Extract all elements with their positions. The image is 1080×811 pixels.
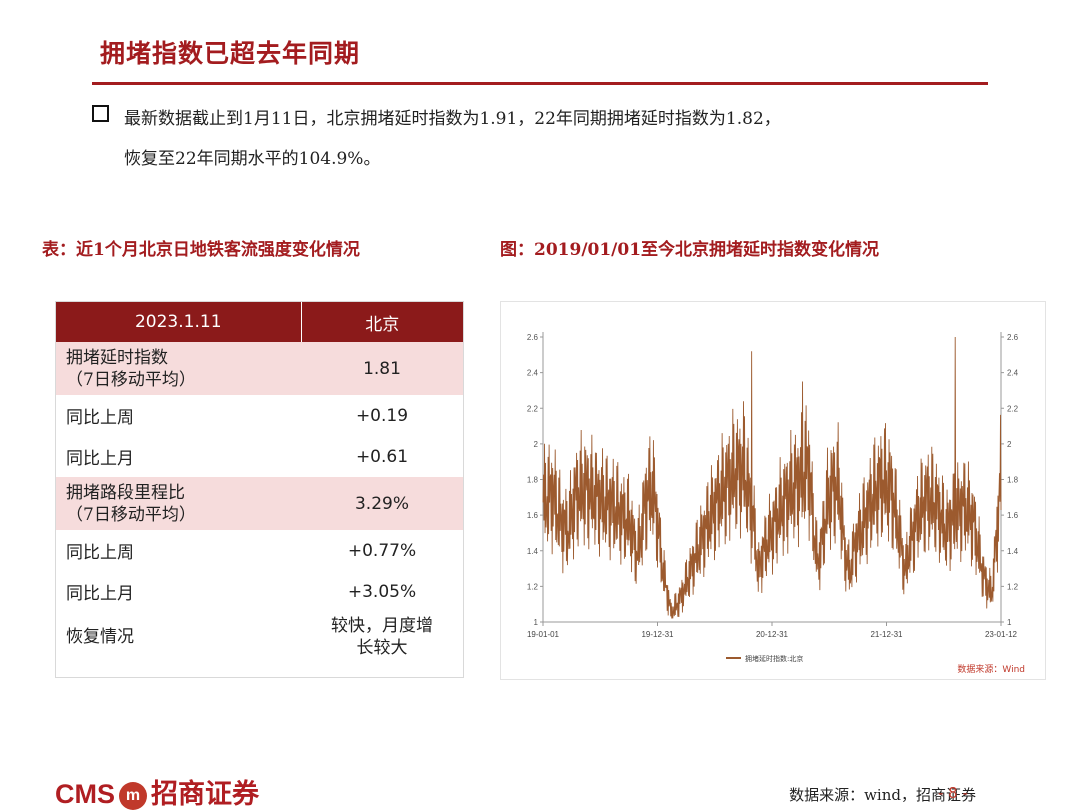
y-tick-label-right: 2 <box>1007 440 1012 449</box>
row-label: 同比上月 <box>66 584 134 604</box>
y-tick-label-left: 1.8 <box>527 476 539 485</box>
footer-source: 数据来源：wind，招商证券 <box>789 786 976 804</box>
y-tick-label-left: 1.6 <box>527 511 539 520</box>
summary-line-2: 恢复至22年同期水平的104.9%。 <box>124 149 381 169</box>
table-row: 同比上月 +0.61 <box>56 436 463 477</box>
row-value: +0.77% <box>347 540 417 561</box>
y-tick-label-left: 2.4 <box>527 369 539 378</box>
table-row: 拥堵延时指数 （7日移动平均） 1.81 <box>56 342 463 395</box>
table-caption: 表：近1个月北京日地铁客流强度变化情况 <box>42 240 360 260</box>
y-tick-label-right: 1.4 <box>1007 547 1019 556</box>
y-tick-label-left: 1.2 <box>527 582 539 591</box>
chart-caption: 图：2019/01/01至今北京拥堵延时指数变化情况 <box>500 240 880 260</box>
metro-flow-table: 2023.1.11 北京 拥堵延时指数 （7日移动平均） 1.81 同比上周 +0… <box>55 301 464 678</box>
x-tick-label: 23-01-12 <box>985 630 1018 639</box>
row-value: +0.19 <box>355 405 409 426</box>
y-tick-label-right: 2.4 <box>1007 369 1019 378</box>
y-tick-label-left: 2.6 <box>527 333 539 342</box>
row-value: 3.29% <box>301 477 463 530</box>
row-value: 较快，月度增 长较大 <box>331 616 433 658</box>
bullet-square-icon <box>92 105 109 122</box>
page-number: - 8 - <box>938 784 968 802</box>
logo-mark-icon: m <box>119 782 147 810</box>
congestion-chart: 1 1 1.2 1.2 1.4 1.4 1.6 1.6 1.8 1.8 2 2 2.2 2.2 2.4 2.4… <box>500 301 1046 680</box>
y-tick-label-right: 2.2 <box>1007 404 1019 413</box>
summary-bullet: 最新数据截止到1月11日，北京拥堵延时指数为1.91，22年同期拥堵延时指数为1… <box>124 99 974 179</box>
row-label: 同比上周 <box>66 408 134 428</box>
x-tick-label: 21-12-31 <box>870 630 903 639</box>
row-value: +3.05% <box>347 581 417 602</box>
row-label: 同比上周 <box>66 543 134 563</box>
table-header-row: 2023.1.11 北京 <box>56 302 463 342</box>
y-tick-label-left: 1 <box>534 618 539 627</box>
y-tick-label-left: 2 <box>534 440 539 449</box>
y-tick-label-right: 1 <box>1007 618 1012 627</box>
header-city: 北京 <box>301 302 463 342</box>
page-title: 拥堵指数已超去年同期 <box>100 39 361 68</box>
y-tick-label-right: 1.8 <box>1007 476 1019 485</box>
row-label: 拥堵延时指数 （7日移动平均） <box>56 342 301 395</box>
summary-line-1: 最新数据截止到1月11日，北京拥堵延时指数为1.91，22年同期拥堵延时指数为1… <box>124 109 781 129</box>
row-value: +0.61 <box>355 446 409 467</box>
table-row: 同比上周 +0.19 <box>56 395 463 436</box>
y-tick-label-right: 2.6 <box>1007 333 1019 342</box>
y-tick-label-right: 1.6 <box>1007 511 1019 520</box>
table-row: 恢复情况 较快，月度增 长较大 <box>56 612 463 662</box>
x-tick-label: 19-01-01 <box>527 630 560 639</box>
chart-source: 数据来源：Wind <box>957 663 1025 675</box>
logo-text-cn: 招商证券 <box>151 779 259 810</box>
row-label: 恢复情况 <box>66 627 134 647</box>
legend-label: 拥堵延时指数:北京 <box>745 654 803 663</box>
title-divider <box>92 82 988 85</box>
table-row: 拥堵路段里程比 （7日移动平均） 3.29% <box>56 477 463 530</box>
header-date: 2023.1.11 <box>56 302 302 342</box>
row-label: 同比上月 <box>66 449 134 469</box>
row-label: 拥堵路段里程比 （7日移动平均） <box>56 477 301 530</box>
logo-text-en: CMS <box>55 779 115 809</box>
series-line-congestion <box>542 336 1002 619</box>
x-tick-label: 19-12-31 <box>641 630 674 639</box>
table-row: 同比上月 +3.05% <box>56 571 463 612</box>
x-tick-label: 20-12-31 <box>756 630 789 639</box>
row-value: 1.81 <box>301 342 463 395</box>
y-tick-label-left: 2.2 <box>527 404 539 413</box>
congestion-chart-svg: 1 1 1.2 1.2 1.4 1.4 1.6 1.6 1.8 1.8 2 2 2.2 2.2 2.4 2.4… <box>527 332 1025 675</box>
cms-logo: CMS m 招商证券 <box>55 772 259 811</box>
y-tick-label-left: 1.4 <box>527 547 539 556</box>
table-row: 同比上周 +0.77% <box>56 530 463 571</box>
y-tick-label-right: 1.2 <box>1007 582 1019 591</box>
